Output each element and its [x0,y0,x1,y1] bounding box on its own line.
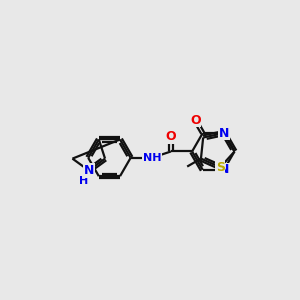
Text: S: S [216,161,225,174]
Text: N: N [219,163,229,176]
Text: O: O [166,130,176,143]
Text: NH: NH [142,153,161,163]
Text: H: H [79,176,88,185]
Text: O: O [190,114,201,127]
Text: N: N [84,164,94,177]
Text: N: N [219,127,229,140]
